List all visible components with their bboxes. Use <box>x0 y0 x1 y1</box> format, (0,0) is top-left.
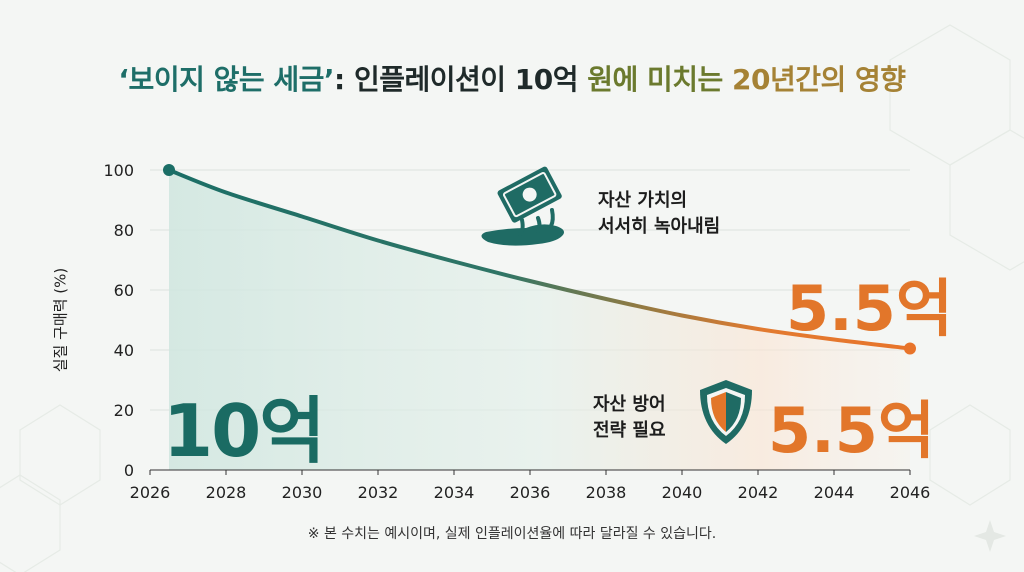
y-axis-ticks: 0 20 40 60 80 100 <box>103 161 134 480</box>
x-tick-label: 2026 <box>130 483 171 502</box>
x-tick-label: 2032 <box>358 483 399 502</box>
x-tick-label: 2028 <box>206 483 247 502</box>
title-part-1: ‘보이지 않는 세금’ <box>118 63 335 96</box>
x-tick-label: 2040 <box>662 483 703 502</box>
x-tick-label: 2034 <box>434 483 475 502</box>
y-tick-label: 80 <box>114 221 134 240</box>
start-point <box>163 164 175 176</box>
x-tick-label: 2038 <box>586 483 627 502</box>
melting-money-icon <box>481 166 564 246</box>
x-tick-label: 2044 <box>814 483 855 502</box>
x-tick-label: 2042 <box>738 483 779 502</box>
y-tick-label: 20 <box>114 401 134 420</box>
y-tick-label: 100 <box>103 161 134 180</box>
title-part-4: 20년간의 영향 <box>732 63 906 96</box>
melt-line-1: 자산 가치의 <box>598 190 688 211</box>
x-tick-label: 2036 <box>510 483 551 502</box>
melt-annotation: 자산 가치의 서서히 녹아내림 <box>598 188 720 240</box>
series-line <box>167 168 912 351</box>
shield-icon <box>700 380 752 444</box>
defense-annotation: 자산 방어 전략 필요 <box>593 392 666 444</box>
melt-line-2: 서서히 녹아내림 <box>598 216 721 237</box>
chart-title: ‘보이지 않는 세금’: 인플레이션이 10억 원에 미치는 20년간의 영향 <box>0 58 1024 98</box>
y-tick-label: 60 <box>114 281 134 300</box>
end-value-label: 5.5억 <box>786 272 953 345</box>
x-axis-ticks: 2026 2028 2030 2032 2034 2036 2038 2040 2042 2044… <box>130 470 931 502</box>
defense-value-label: 5.5억 <box>768 394 935 467</box>
start-value-label: 10억 <box>163 389 325 473</box>
title-part-3: 원에 미치는 <box>587 63 733 96</box>
title-part-2: : 인플레이션이 10억 <box>334 63 588 96</box>
x-tick-label: 2030 <box>282 483 323 502</box>
end-point <box>904 342 916 355</box>
x-tick-label: 2046 <box>890 483 931 502</box>
y-tick-label: 40 <box>114 341 134 360</box>
defense-line-1: 자산 방어 <box>593 394 666 415</box>
y-tick-label: 0 <box>124 461 134 480</box>
defense-line-2: 전략 필요 <box>593 420 666 441</box>
footnote: ※ 본 수치는 예시이며, 실제 인플레이션율에 따라 달라질 수 있습니다. <box>307 526 717 542</box>
